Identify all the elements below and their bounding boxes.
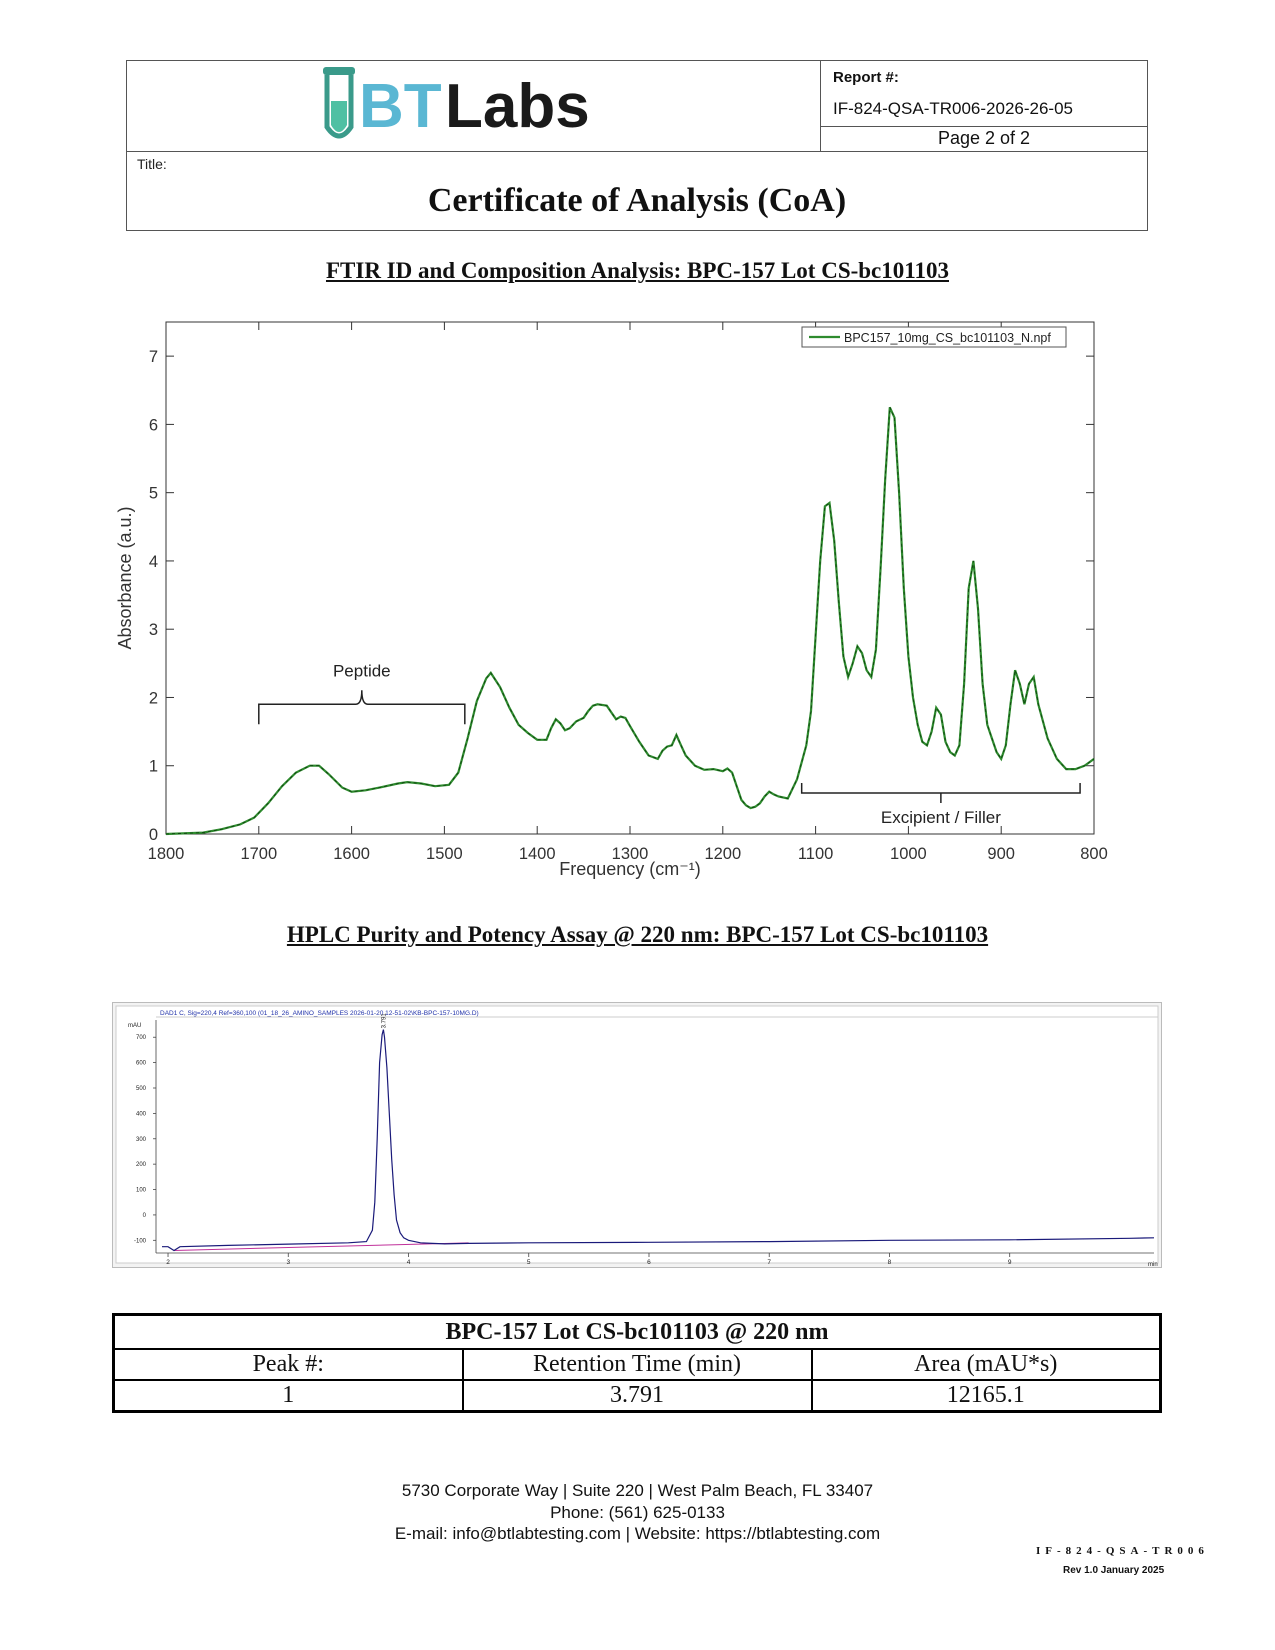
ftir-x-tick-label: 1400 <box>519 845 556 863</box>
ftir-x-tick-label: 1700 <box>240 845 277 863</box>
ftir-plot-frame <box>165 321 1095 835</box>
col-header-area: Area (mAU*s) <box>810 1348 1162 1381</box>
cell-retention-time: 3.791 <box>461 1379 813 1413</box>
ftir-y-tick-label: 2 <box>149 689 158 707</box>
ftir-spectrum-overlay <box>165 407 1095 835</box>
ftir-x-tick-label: 1600 <box>333 845 370 863</box>
ftir-x-tick-label: 1300 <box>612 845 649 863</box>
ftir-x-tick-label: 1100 <box>798 845 833 863</box>
report-header: BT Labs Report #: IF-824-QSA-TR006-2026-… <box>126 60 1148 231</box>
ftir-x-tick-label: 1000 <box>890 845 927 863</box>
ftir-x-axis-label: Frequency (cm⁻¹) <box>559 859 701 879</box>
ftir-x-tick-label: 1800 <box>148 845 185 863</box>
ftir-x-tick-label: 1500 <box>426 845 463 863</box>
test-tube-icon <box>323 67 355 139</box>
footer-address: 5730 Corporate Way | Suite 220 | West Pa… <box>401 1481 874 1500</box>
hplc-y-tick-label: 300 <box>136 1137 147 1143</box>
ftir-x-tick-label: 1200 <box>704 845 741 863</box>
ftir-y-tick-label: 7 <box>149 348 158 366</box>
ftir-spectrum-line <box>165 406 1095 836</box>
col-header-retention-time: Retention Time (min) <box>461 1348 813 1381</box>
footer-contact: E-mail: info@btlabtesting.com | Website:… <box>394 1524 881 1543</box>
peptide-bracket: Peptide <box>258 661 466 725</box>
hplc-signal-header: DAD1 C, Sig=220,4 Ref=360,100 (01_18_26_… <box>160 1010 479 1017</box>
hplc-x-tick-label: 6 <box>647 1259 651 1266</box>
ftir-legend: BPC157_10mg_CS_bc101103_N.npf <box>801 326 1067 348</box>
results-table: BPC-157 Lot CS-bc101103 @ 220 nm Peak #:… <box>112 1313 1162 1413</box>
hplc-integration-baseline <box>174 1242 469 1251</box>
hplc-y-tick-label: 700 <box>136 1035 147 1041</box>
hplc-y-tick-label: 0 <box>143 1213 147 1219</box>
ftir-y-axis-label: Absorbance (a.u.) <box>115 506 135 649</box>
table-row: 1 3.791 12165.1 <box>112 1379 1162 1413</box>
ftir-y-tick-label: 3 <box>149 621 158 639</box>
title-row: Title: Certificate of Analysis (CoA) <box>127 151 1147 230</box>
hplc-y-tick-label: -100 <box>134 1238 147 1244</box>
ftir-y-tick-label: 1 <box>149 758 158 776</box>
hplc-x-unit: min <box>1148 1262 1158 1268</box>
legend-label: BPC157_10mg_CS_bc101103_N.npf <box>844 331 1051 345</box>
report-number-cell: Report #: IF-824-QSA-TR006-2026-26-05 <box>821 61 1147 127</box>
hplc-y-tick-label: 200 <box>136 1162 147 1168</box>
hplc-x-tick-label: 2 <box>166 1259 170 1266</box>
title-label: Title: <box>137 156 167 172</box>
table-caption: BPC-157 Lot CS-bc101103 @ 220 nm <box>112 1313 1162 1350</box>
excipient-bracket: Excipient / Filler <box>800 783 1081 827</box>
hplc-x-tick-label: 9 <box>1008 1259 1012 1266</box>
ftir-y-tick-label: 0 <box>149 826 158 844</box>
hplc-x-tick-label: 7 <box>767 1259 771 1266</box>
table-header-row: Peak #: Retention Time (min) Area (mAU*s… <box>112 1348 1162 1381</box>
hplc-x-tick-label: 3 <box>286 1259 290 1266</box>
table-caption-row: BPC-157 Lot CS-bc101103 @ 220 nm <box>112 1313 1162 1350</box>
excipient-annotation: Excipient / Filler <box>881 808 1001 827</box>
ftir-chart: 1800 1700 1600 1500 1400 1300 1200 1100 1000 900 8… <box>115 321 1108 879</box>
ftir-x-tick-label: 900 <box>987 845 1015 863</box>
peptide-annotation: Peptide <box>333 661 391 680</box>
legend-box <box>801 326 1067 348</box>
hplc-x-tick-label: 5 <box>527 1259 531 1266</box>
hplc-section-title: HPLC Purity and Potency Assay @ 220 nm: … <box>286 922 989 947</box>
hplc-peak-label: 3.791 <box>381 1013 387 1029</box>
document-title: Certificate of Analysis (CoA) <box>427 182 847 219</box>
hplc-x-tick-label: 8 <box>888 1259 892 1266</box>
hplc-y-unit: mAU <box>128 1023 141 1029</box>
hplc-x-tick-label: 4 <box>407 1259 411 1266</box>
report-label: Report #: <box>833 69 899 86</box>
footer-phone: Phone: (561) 625-0133 <box>550 1503 725 1522</box>
hplc-tick-labels: 2 3 4 5 6 7 8 9 -100 0 100 200 300 400 500 600 700 <box>134 1035 1012 1266</box>
ftir-section-title: FTIR ID and Composition Analysis: BPC-15… <box>325 258 949 283</box>
ftir-tick-labels: 1800 1700 1600 1500 1400 1300 1200 1100 1000 900 8… <box>148 348 1108 863</box>
hplc-y-tick-label: 600 <box>136 1061 147 1067</box>
hplc-y-tick-label: 500 <box>136 1086 147 1092</box>
hplc-y-tick-label: 400 <box>136 1111 147 1117</box>
logo-cell: BT Labs <box>127 61 821 151</box>
ftir-ticks <box>165 322 1095 835</box>
ftir-y-tick-label: 4 <box>149 553 158 571</box>
ftir-x-tick-label: 800 <box>1080 845 1108 863</box>
cell-area: 12165.1 <box>810 1379 1162 1413</box>
page-number-cell: Page 2 of 2 <box>821 127 1147 151</box>
ftir-y-tick-label: 5 <box>149 485 158 503</box>
page-number: Page 2 of 2 <box>937 128 1031 148</box>
logo-bt: BT <box>359 72 442 141</box>
col-header-peak: Peak #: <box>112 1348 464 1381</box>
hplc-trace <box>162 1029 1155 1252</box>
report-number: IF-824-QSA-TR006-2026-26-05 <box>833 99 1074 118</box>
hplc-chromatogram: DAD1 C, Sig=220,4 Ref=360,100 (01_18_26_… <box>112 1002 1162 1268</box>
revision-note: Rev 1.0 January 2025 <box>1063 1565 1165 1576</box>
ftir-y-tick-label: 6 <box>149 416 158 434</box>
hplc-plot-area <box>115 1005 1159 1264</box>
form-code: IF-824-QSA-TR006 <box>1036 1545 1209 1557</box>
cell-peak-number: 1 <box>112 1379 464 1413</box>
hplc-y-tick-label: 100 <box>136 1188 147 1194</box>
btlabs-logo: BT Labs <box>323 67 590 141</box>
hplc-ticks <box>153 1036 1011 1257</box>
logo-labs: Labs <box>445 72 590 141</box>
